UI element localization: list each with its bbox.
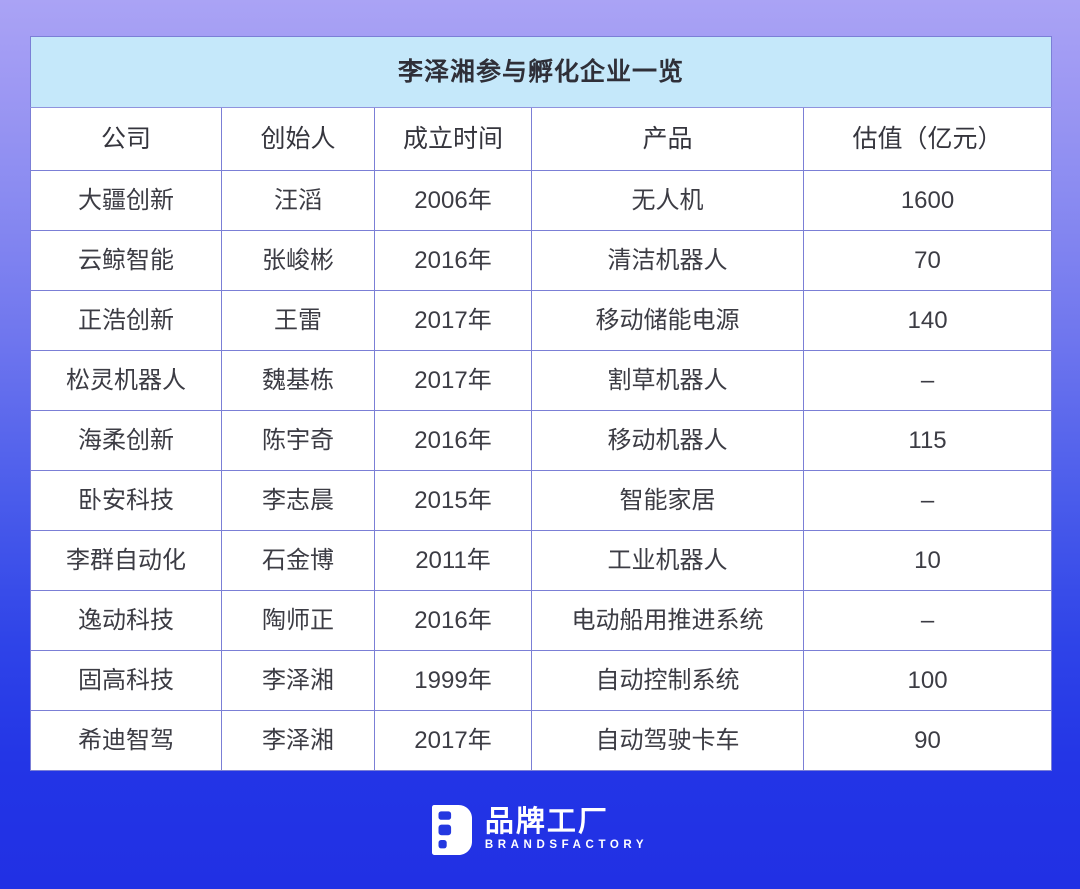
cell-product: 智能家居 — [531, 470, 804, 531]
table-title-text: 李泽湘参与孵化企业一览 — [398, 57, 685, 86]
cell-valuation: 100 — [802, 650, 1053, 711]
cell-founder: 陈宇奇 — [221, 410, 375, 471]
table-title-row: 李泽湘参与孵化企业一览 — [29, 36, 1053, 108]
cell-product: 割草机器人 — [531, 350, 804, 411]
cell-year: 2017年 — [374, 710, 532, 771]
cell-company: 卧安科技 — [30, 470, 222, 531]
incubated-companies-table: 李泽湘参与孵化企业一览 公司 创始人 成立时间 产品 — [29, 36, 1053, 771]
column-header-founding-year: 成立时间 — [374, 107, 532, 171]
cell-product: 工业机器人 — [531, 530, 804, 591]
cell-valuation: – — [802, 350, 1053, 411]
cell-company: 松灵机器人 — [30, 350, 222, 411]
cell-valuation: 70 — [802, 230, 1053, 291]
cell-year: 2016年 — [374, 230, 532, 291]
table-container: 李泽湘参与孵化企业一览 公司 创始人 成立时间 产品 — [29, 36, 1053, 771]
table-row: 逸动科技 陶师正 2016年 电动船用推进系统 – — [30, 590, 1053, 651]
footer-brand-logo: 品牌工厂 BRANDSFACTORY — [0, 795, 1080, 865]
table-title: 李泽湘参与孵化企业一览 — [29, 36, 1053, 108]
cell-valuation: 140 — [802, 290, 1053, 351]
cell-founder: 石金博 — [221, 530, 375, 591]
table-body: 大疆创新 汪滔 2006年 无人机 1600 云鲸智能 张峻彬 2016年 清洁… — [30, 170, 1053, 771]
brand-name-en: BRANDSFACTORY — [484, 839, 649, 852]
table-row: 李群自动化 石金博 2011年 工业机器人 10 — [30, 530, 1053, 591]
cell-product: 自动控制系统 — [531, 650, 804, 711]
cell-founder: 汪滔 — [221, 170, 375, 231]
cell-company: 李群自动化 — [30, 530, 222, 591]
table-row: 大疆创新 汪滔 2006年 无人机 1600 — [30, 170, 1053, 231]
cell-year: 2016年 — [374, 410, 532, 471]
table-row: 固高科技 李泽湘 1999年 自动控制系统 100 — [30, 650, 1053, 711]
cell-year: 2017年 — [374, 290, 532, 351]
table-row: 卧安科技 李志晨 2015年 智能家居 – — [30, 470, 1053, 531]
cell-valuation: 115 — [802, 410, 1053, 471]
table-row: 松灵机器人 魏基栋 2017年 割草机器人 – — [30, 350, 1053, 411]
cell-product: 移动储能电源 — [531, 290, 804, 351]
cell-company: 固高科技 — [30, 650, 222, 711]
cell-product: 清洁机器人 — [531, 230, 804, 291]
column-header-company: 公司 — [30, 107, 222, 171]
table-header-row: 公司 创始人 成立时间 产品 估值（亿元） — [30, 107, 1053, 171]
cell-company: 逸动科技 — [30, 590, 222, 651]
cell-year: 2011年 — [374, 530, 532, 591]
cell-year: 2016年 — [374, 590, 532, 651]
table-row: 希迪智驾 李泽湘 2017年 自动驾驶卡车 90 — [30, 710, 1053, 771]
cell-founder: 魏基栋 — [221, 350, 375, 411]
column-header-founder: 创始人 — [221, 107, 375, 171]
cell-company: 云鲸智能 — [30, 230, 222, 291]
cell-founder: 李泽湘 — [221, 710, 375, 771]
cell-company: 希迪智驾 — [30, 710, 222, 771]
cell-product: 自动驾驶卡车 — [531, 710, 804, 771]
cell-valuation: 10 — [802, 530, 1053, 591]
cell-year: 2006年 — [374, 170, 532, 231]
cell-founder: 张峻彬 — [221, 230, 375, 291]
column-header-product: 产品 — [531, 107, 804, 171]
cell-valuation: – — [802, 470, 1053, 531]
brand-name-cn: 品牌工厂 — [484, 806, 609, 839]
cell-product: 无人机 — [531, 170, 804, 231]
cell-company: 正浩创新 — [30, 290, 222, 351]
table-row: 海柔创新 陈宇奇 2016年 移动机器人 115 — [30, 410, 1053, 471]
cell-valuation: 1600 — [802, 170, 1053, 231]
cell-product: 移动机器人 — [531, 410, 804, 471]
cell-valuation: – — [802, 590, 1053, 651]
cell-founder: 王雷 — [221, 290, 375, 351]
cell-company: 大疆创新 — [30, 170, 222, 231]
table-row: 云鲸智能 张峻彬 2016年 清洁机器人 70 — [30, 230, 1053, 291]
brand-wordmark: 品牌工厂 BRANDSFACTORY — [485, 808, 648, 852]
cell-founder: 李志晨 — [221, 470, 375, 531]
cell-year: 2015年 — [374, 470, 532, 531]
table-row: 正浩创新 王雷 2017年 移动储能电源 140 — [30, 290, 1053, 351]
cell-year: 2017年 — [374, 350, 532, 411]
cell-company: 海柔创新 — [30, 410, 222, 471]
cell-year: 1999年 — [374, 650, 532, 711]
brandsfactory-b-logo-icon — [431, 805, 472, 855]
column-header-valuation: 估值（亿元） — [802, 107, 1053, 171]
cell-founder: 李泽湘 — [221, 650, 375, 711]
cell-product: 电动船用推进系统 — [531, 590, 804, 651]
cell-valuation: 90 — [802, 710, 1053, 771]
cell-founder: 陶师正 — [221, 590, 375, 651]
